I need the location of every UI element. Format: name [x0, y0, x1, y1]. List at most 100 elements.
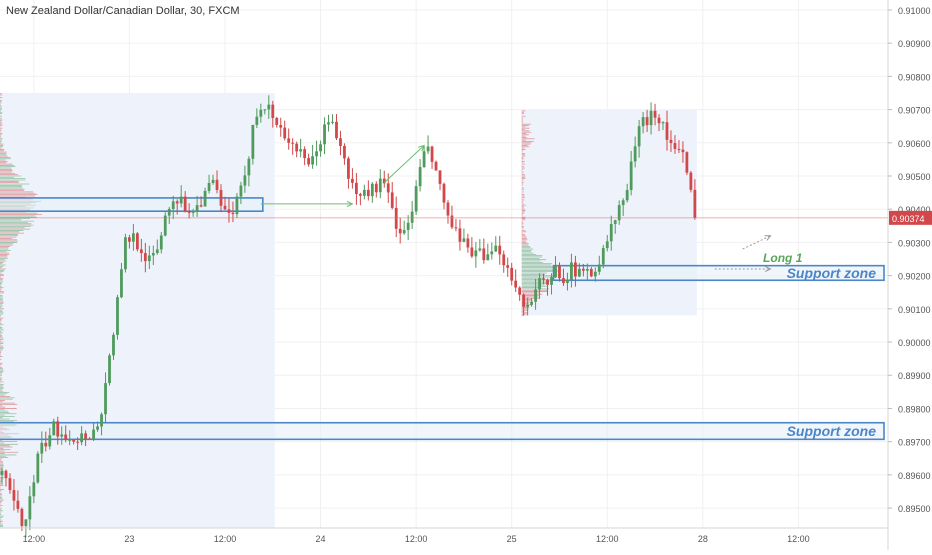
candle-body: [239, 185, 243, 197]
candle-body: [574, 262, 577, 277]
candle-body: [247, 158, 251, 176]
candle-body: [438, 170, 442, 184]
candle-body: [4, 470, 8, 479]
time-tick-label: 23: [124, 534, 134, 544]
candle-body: [673, 143, 677, 149]
candlesticks: [0, 95, 697, 538]
time-tick-label: 25: [507, 534, 517, 544]
candle-body: [669, 139, 673, 144]
candle-body: [279, 125, 283, 128]
candle-body: [96, 426, 99, 430]
candle-body: [92, 429, 95, 439]
candle-body: [621, 200, 625, 206]
candle-body: [414, 186, 418, 212]
candle-body: [601, 248, 605, 265]
candle-body: [530, 301, 533, 305]
time-tick-label: 12:00: [596, 534, 619, 544]
candle-body: [227, 209, 231, 213]
candle-body: [538, 278, 541, 290]
candle-body: [689, 172, 693, 190]
candle-body: [613, 220, 617, 224]
candle-body: [128, 237, 131, 242]
candle-body: [351, 178, 354, 183]
price-tick-label: 0.90900: [898, 39, 931, 49]
time-axis[interactable]: 12:00 23 12:00 24 12:00 25 12:00 28 12:00: [0, 527, 888, 544]
zone-right[interactable]: [552, 264, 885, 282]
candle-body: [187, 210, 191, 213]
candle-body: [207, 183, 211, 191]
candle-body: [155, 249, 159, 254]
candle-body: [554, 266, 557, 278]
candle-body: [84, 433, 88, 439]
candle-body: [562, 278, 565, 284]
candle-body: [506, 265, 510, 268]
candle-body: [12, 489, 16, 501]
candle-body: [327, 122, 330, 125]
candle-body: [534, 289, 537, 302]
profile-left-area: [0, 92, 275, 528]
candle-body: [231, 212, 235, 215]
zone-bottom[interactable]: [0, 421, 885, 441]
candle-body: [462, 238, 466, 242]
candle-body: [633, 146, 637, 162]
candle-body: [179, 196, 183, 204]
candle-body: [474, 250, 478, 257]
zone-upper-left[interactable]: [0, 197, 264, 212]
candle-body: [593, 271, 597, 277]
candle-body: [60, 434, 64, 437]
candle-body: [8, 478, 12, 490]
candle-body: [510, 267, 514, 281]
candle-body: [175, 201, 179, 204]
candle-body: [223, 205, 227, 210]
candle-body: [681, 149, 685, 153]
candle-body: [430, 146, 434, 162]
candle-body: [466, 238, 470, 248]
price-tick-label: 0.90100: [898, 305, 931, 315]
candle-body: [287, 138, 291, 143]
candle-body: [347, 158, 350, 179]
candle-body: [625, 189, 629, 201]
price-tick-label: 0.89800: [898, 404, 931, 414]
candle-body: [259, 109, 263, 117]
candle-body: [362, 189, 366, 196]
candle-body: [605, 241, 609, 249]
price-axis[interactable]: 0.91000 0.90900 0.90800 0.90700 0.90600 0.905…: [887, 0, 932, 550]
arrow-head: [764, 265, 772, 273]
candle-body: [370, 183, 374, 197]
candle-body: [406, 222, 410, 231]
candle-body: [243, 175, 247, 186]
candle-body: [44, 442, 48, 447]
candle-body: [203, 190, 207, 207]
candle-body: [645, 117, 649, 126]
candle-body: [283, 127, 287, 139]
arrow-line[interactable]: [383, 145, 425, 184]
candle-body: [657, 117, 661, 124]
candle-body: [139, 249, 143, 254]
candle-body: [641, 117, 645, 127]
last-price-label: 0.90374: [892, 214, 925, 224]
candle-body: [20, 508, 24, 526]
candle-body: [52, 421, 56, 436]
support-zone-label: Support zone: [787, 423, 877, 439]
price-tick-label: 0.90700: [898, 106, 931, 116]
candle-body: [434, 161, 438, 171]
candle-body: [550, 277, 553, 285]
price-tick-label: 0.90500: [898, 172, 931, 182]
candle-body: [358, 194, 362, 196]
candle-body: [526, 304, 530, 307]
candle-body: [267, 104, 271, 110]
candle-body: [386, 183, 390, 193]
candle-body: [546, 279, 549, 285]
arrows[interactable]: [260, 144, 772, 273]
candle-body: [68, 439, 72, 441]
candle-body: [132, 233, 135, 242]
candle-body: [394, 207, 398, 229]
candle-body: [323, 124, 326, 145]
last-price-tag: [889, 210, 932, 225]
candle-body: [191, 211, 195, 213]
candle-body: [378, 178, 382, 193]
time-tick-label: 12:00: [214, 534, 237, 544]
arrow-line[interactable]: [742, 235, 771, 250]
